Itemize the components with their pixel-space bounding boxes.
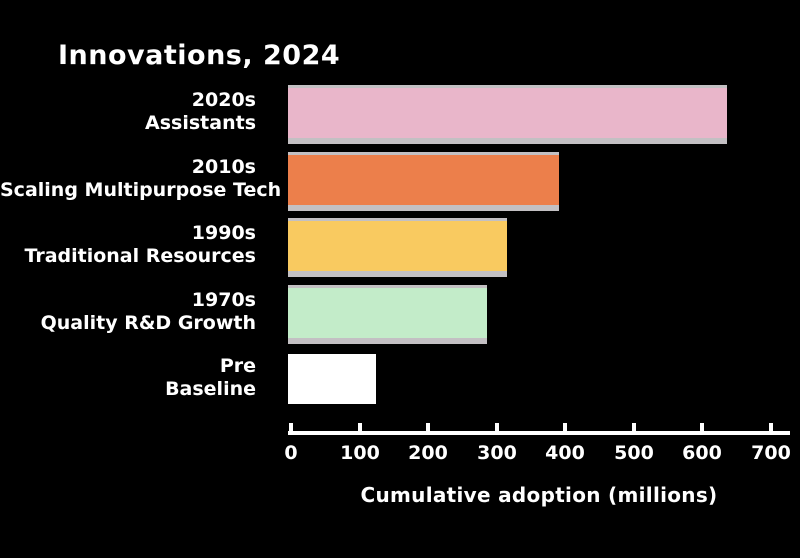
category-label: 1970s Quality R&D Growth	[0, 289, 256, 335]
tick-label: 100	[340, 442, 380, 464]
tick-label: 300	[477, 442, 517, 464]
tick-mark	[563, 423, 567, 431]
category-label: 2020s Assistants	[0, 89, 256, 135]
tick-label: 200	[408, 442, 448, 464]
tick-label: 600	[682, 442, 722, 464]
tick-mark	[289, 423, 293, 431]
bar-2010s	[288, 154, 559, 205]
x-axis-line	[288, 431, 790, 435]
tick-mark	[700, 423, 704, 431]
category-label-line1: 1970s	[191, 288, 256, 311]
chart-title: Innovations, 2024	[58, 40, 341, 71]
bar-1990s	[288, 221, 507, 271]
category-label-line2: Baseline	[165, 378, 256, 400]
category-label: 1990s Traditional Resources	[0, 222, 256, 268]
category-label-line1: Pre	[219, 355, 256, 377]
bar-1970s	[288, 287, 487, 338]
tick-mark	[358, 423, 362, 431]
tick-mark	[426, 423, 430, 431]
tick-label: 0	[284, 442, 298, 464]
tick-label: 400	[545, 442, 585, 464]
tick-mark	[632, 423, 636, 431]
bar-pre	[288, 354, 376, 404]
tick-mark	[769, 423, 773, 431]
tick-label: 700	[751, 442, 791, 464]
category-label-line1: 2010s	[191, 155, 256, 178]
category-label-line2: Assistants	[145, 112, 256, 134]
category-label-line2: Quality R&D Growth	[40, 311, 256, 334]
category-label-line1: 2020s	[191, 89, 256, 111]
category-label-line1: 1990s	[191, 222, 256, 244]
category-label: 2010s Scaling Multipurpose Tech	[0, 155, 282, 202]
x-axis-title: Cumulative adoption (millions)	[360, 483, 718, 507]
category-label-line2: Scaling Multipurpose Tech	[0, 178, 282, 201]
bar-2020s	[288, 88, 727, 138]
category-label-line2: Traditional Resources	[24, 245, 256, 267]
tick-mark	[495, 423, 499, 431]
tick-label: 500	[614, 442, 654, 464]
category-label: Pre Baseline	[0, 355, 256, 401]
